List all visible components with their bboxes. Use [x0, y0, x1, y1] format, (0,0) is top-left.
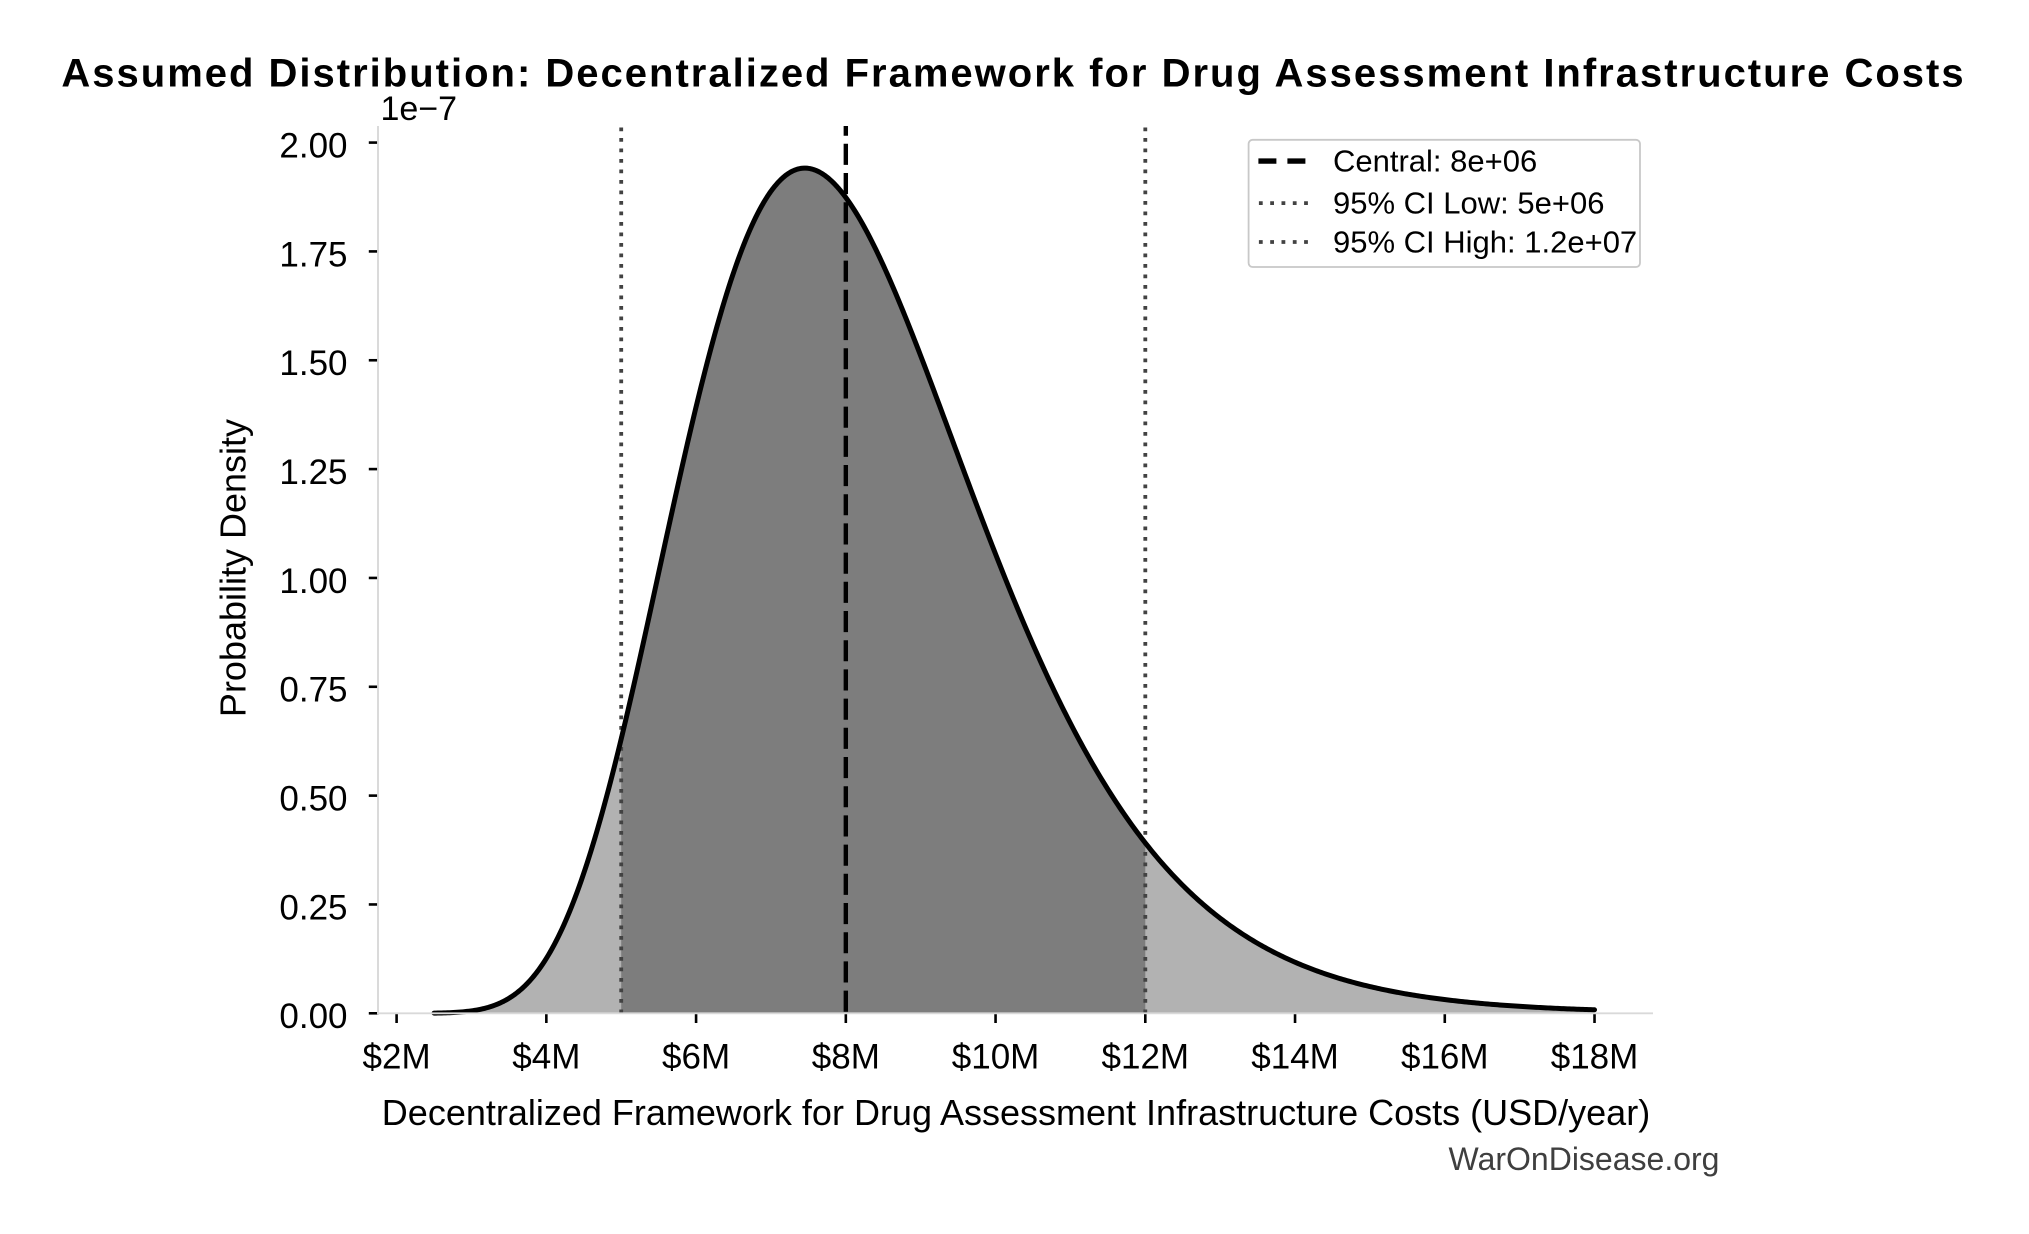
svg-text:1.50: 1.50: [279, 344, 347, 383]
svg-text:$14M: $14M: [1251, 1038, 1339, 1077]
svg-text:WarOnDisease.org: WarOnDisease.org: [1449, 1141, 1720, 1177]
svg-text:$8M: $8M: [812, 1038, 880, 1077]
svg-text:95% CI Low: 5e+06: 95% CI Low: 5e+06: [1333, 186, 1604, 221]
svg-text:0.00: 0.00: [279, 997, 347, 1036]
svg-text:Decentralized Framework for Dr: Decentralized Framework for Drug Assessm…: [382, 1092, 1650, 1133]
svg-text:$4M: $4M: [512, 1038, 580, 1077]
svg-text:1.25: 1.25: [279, 453, 347, 492]
svg-text:$12M: $12M: [1102, 1038, 1190, 1077]
svg-text:1.75: 1.75: [279, 235, 347, 274]
svg-text:0.50: 0.50: [279, 780, 347, 819]
svg-text:$18M: $18M: [1551, 1038, 1639, 1077]
svg-text:0.25: 0.25: [279, 888, 347, 927]
svg-text:$10M: $10M: [952, 1038, 1040, 1077]
svg-text:0.75: 0.75: [279, 671, 347, 710]
svg-text:1.00: 1.00: [279, 562, 347, 601]
svg-text:1e−7: 1e−7: [381, 90, 458, 128]
svg-text:2.00: 2.00: [279, 126, 347, 165]
svg-text:Central: 8e+06: Central: 8e+06: [1333, 144, 1537, 179]
svg-text:95% CI High: 1.2e+07: 95% CI High: 1.2e+07: [1333, 225, 1637, 260]
svg-text:Probability Density: Probability Density: [213, 419, 254, 717]
svg-text:$16M: $16M: [1401, 1038, 1489, 1077]
svg-text:Assumed Distribution: Decentra: Assumed Distribution: Decentralized Fram…: [61, 51, 1965, 95]
svg-text:$2M: $2M: [363, 1038, 431, 1077]
svg-text:$6M: $6M: [662, 1038, 730, 1077]
